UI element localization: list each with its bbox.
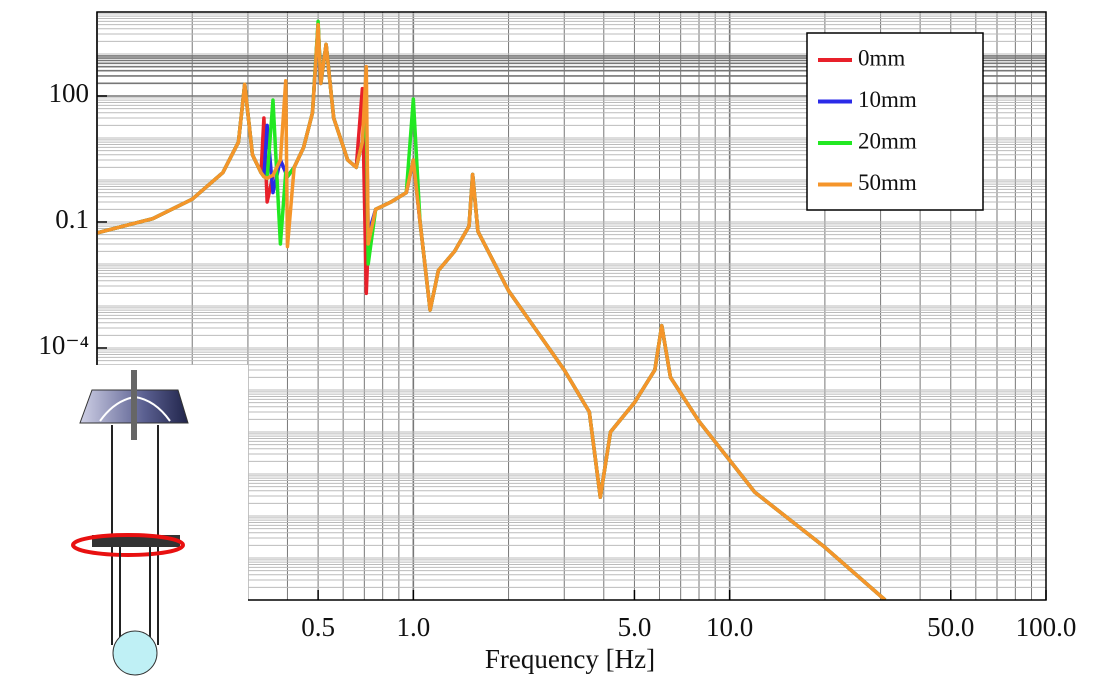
plot-frame xyxy=(96,11,1047,601)
x-tick-label: 1.0 xyxy=(396,612,430,642)
y-tick-label: 10⁻⁴ xyxy=(38,330,89,360)
x-tick-label: 100.0 xyxy=(1016,612,1077,642)
legend-label: 20mm xyxy=(858,128,917,153)
legend-box xyxy=(806,32,984,211)
legend-label: 10mm xyxy=(858,87,917,112)
legend: 0mm 10mm 20mm 50mm xyxy=(806,32,984,211)
legend-label: 0mm xyxy=(858,45,905,70)
test-mass xyxy=(112,630,158,676)
y-tick-label: 0.1 xyxy=(55,204,89,234)
series-line xyxy=(97,22,887,600)
highlight-ring xyxy=(71,533,185,557)
x-tick-label: 50.0 xyxy=(927,612,974,642)
x-tick-label: 0.5 xyxy=(301,612,335,642)
legend-label: 50mm xyxy=(858,170,917,195)
x-tick-label: 5.0 xyxy=(618,612,652,642)
suspension-rod xyxy=(131,370,137,440)
pendulum-illustration xyxy=(0,365,248,689)
x-axis-label: Frequency [Hz] xyxy=(485,644,655,674)
y-tick-label: 100 xyxy=(49,78,90,108)
x-tick-label: 10.0 xyxy=(706,612,753,642)
